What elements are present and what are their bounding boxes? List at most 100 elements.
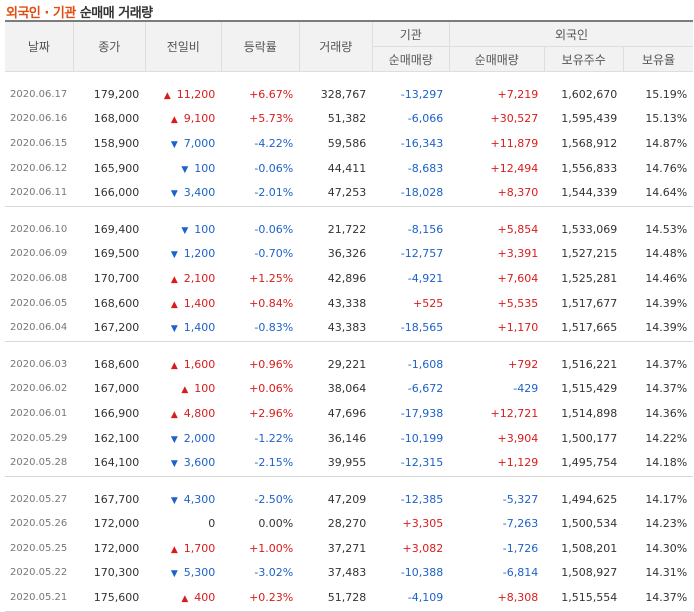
change-value: 1,600 — [183, 357, 216, 371]
table-row: 2020.06.08 170,700 ▲ 2,100 +1.25% 42,896 -4,92… — [5, 266, 693, 291]
cell-inst-net: -12,757 — [400, 247, 444, 261]
cell-rate: +5.73% — [249, 112, 294, 126]
cell-ratio: 14.37% — [645, 357, 688, 371]
cell-foreign-net: -7,263 — [502, 517, 539, 531]
cell-close: 170,300 — [93, 566, 140, 580]
cell-volume: 44,411 — [327, 161, 367, 175]
cell-holdings: 1,517,677 — [561, 296, 618, 310]
cell-date: 2020.06.16 — [10, 113, 68, 125]
cell-date: 2020.06.11 — [10, 187, 68, 199]
cell-change: ▲ 2,100 — [145, 266, 221, 291]
change-value: 5,300 — [183, 566, 216, 580]
title-net-volume: 순매매 거래량 — [79, 6, 153, 21]
cell-volume: 36,326 — [327, 247, 367, 261]
cell-date: 2020.06.12 — [10, 162, 68, 174]
cell-change: ▲ 4,800 — [145, 401, 221, 426]
cell-rate: -3.02% — [254, 566, 294, 580]
cell-inst-net: -10,388 — [400, 566, 444, 580]
cell-foreign-net: +7,604 — [497, 271, 539, 285]
cell-foreign-net: +1,129 — [497, 456, 539, 470]
cell-rate: -1.22% — [254, 431, 294, 445]
cell-date: 2020.06.09 — [10, 248, 68, 260]
cell-holdings: 1,515,554 — [561, 591, 618, 605]
change-value: 0 — [208, 517, 216, 531]
down-arrow-icon: ▼ — [170, 434, 178, 445]
cell-foreign-net: -1,726 — [502, 541, 539, 555]
cell-change: ▼ 2,000 — [145, 426, 221, 451]
cell-close: 168,000 — [93, 112, 140, 126]
change-value: 1,400 — [183, 321, 216, 335]
cell-rate: -0.06% — [254, 161, 294, 175]
change-value: 100 — [194, 161, 216, 175]
cell-change: ▲ 9,100 — [145, 107, 221, 132]
cell-volume: 328,767 — [320, 87, 367, 101]
col-holdings: 보유주수 — [543, 46, 624, 72]
cell-close: 166,000 — [93, 186, 140, 200]
cell-close: 169,500 — [93, 247, 140, 261]
cell-change: ▲ 1,700 — [145, 536, 221, 561]
cell-change: ▼ 100 — [145, 156, 221, 181]
down-arrow-icon: ▼ — [170, 569, 178, 580]
cell-close: 172,000 — [93, 541, 140, 555]
cell-foreign-net: -5,327 — [502, 492, 539, 506]
up-arrow-icon: ▲ — [163, 90, 171, 101]
up-arrow-icon: ▲ — [170, 409, 178, 420]
table-row: 2020.06.16 168,000 ▲ 9,100 +5.73% 51,382 -6,06… — [5, 107, 693, 132]
page-title: 외국인 · 기관 순매매 거래량 — [6, 2, 153, 21]
cell-close: 167,200 — [93, 321, 140, 335]
cell-inst-net: -1,608 — [407, 357, 444, 371]
cell-rate: +2.96% — [249, 406, 294, 420]
group-spacer — [5, 72, 693, 83]
change-value: 100 — [194, 382, 216, 396]
cell-close: 170,700 — [93, 271, 140, 285]
cell-volume: 37,483 — [327, 566, 367, 580]
cell-ratio: 15.19% — [645, 87, 688, 101]
cell-change: ▼ 1,400 — [145, 315, 221, 340]
cell-inst-net: -12,385 — [400, 492, 444, 506]
cell-holdings: 1,514,898 — [561, 406, 618, 420]
cell-inst-net: -4,109 — [407, 591, 444, 605]
change-value: 2,100 — [183, 271, 216, 285]
cell-holdings: 1,516,221 — [561, 357, 618, 371]
group-divider — [5, 609, 694, 612]
cell-foreign-net: +7,219 — [497, 87, 539, 101]
table-row: 2020.06.05 168,600 ▲ 1,400 +0.84% 43,338 +525 +… — [5, 291, 693, 316]
group-spacer — [5, 476, 693, 487]
table-row: 2020.06.15 158,900 ▼ 7,000 -4.22% 59,586 -16,3… — [5, 131, 693, 156]
table-row: 2020.06.03 168,600 ▲ 1,600 +0.96% 29,221 -1,60… — [5, 352, 693, 377]
cell-volume: 43,383 — [327, 321, 367, 335]
cell-ratio: 14.39% — [645, 296, 688, 310]
change-value: 7,000 — [183, 136, 216, 150]
cell-rate: -2.50% — [254, 492, 294, 506]
down-arrow-icon: ▼ — [170, 459, 178, 470]
cell-volume: 37,271 — [327, 541, 367, 555]
up-arrow-icon: ▲ — [170, 544, 178, 555]
up-arrow-icon: ▲ — [170, 299, 178, 310]
cell-change: ▼ 5,300 — [145, 561, 221, 586]
cell-inst-net: -10,199 — [400, 431, 444, 445]
cell-foreign-net: +8,370 — [497, 186, 539, 200]
cell-ratio: 14.53% — [645, 222, 688, 236]
table-row: 2020.06.10 169,400 ▼ 100 -0.06% 21,722 -8,156 +… — [5, 217, 693, 242]
cell-inst-net: -13,297 — [400, 87, 444, 101]
cell-change: ▼ 1,200 — [145, 242, 221, 267]
change-value: 4,300 — [183, 492, 216, 506]
col-change: 전일비 — [144, 20, 222, 72]
cell-holdings: 1,515,429 — [561, 382, 618, 396]
change-value: 4,800 — [183, 406, 216, 420]
cell-ratio: 14.31% — [645, 566, 688, 580]
cell-holdings: 1,500,534 — [561, 517, 618, 531]
cell-inst-net: +525 — [413, 296, 444, 310]
down-arrow-icon: ▼ — [181, 225, 189, 236]
title-foreign-institution: 외국인 · 기관 — [6, 6, 76, 21]
cell-close: 166,900 — [93, 406, 140, 420]
cell-foreign-net: +3,391 — [497, 247, 539, 261]
change-value: 11,200 — [176, 87, 216, 101]
cell-date: 2020.06.02 — [10, 383, 68, 395]
cell-volume: 43,338 — [327, 296, 367, 310]
cell-foreign-net: +30,527 — [490, 112, 539, 126]
cell-ratio: 14.36% — [645, 406, 688, 420]
col-foreign-net: 순매매량 — [448, 46, 545, 72]
cell-change: ▲ 100 — [145, 377, 221, 402]
cell-holdings: 1,527,215 — [561, 247, 618, 261]
